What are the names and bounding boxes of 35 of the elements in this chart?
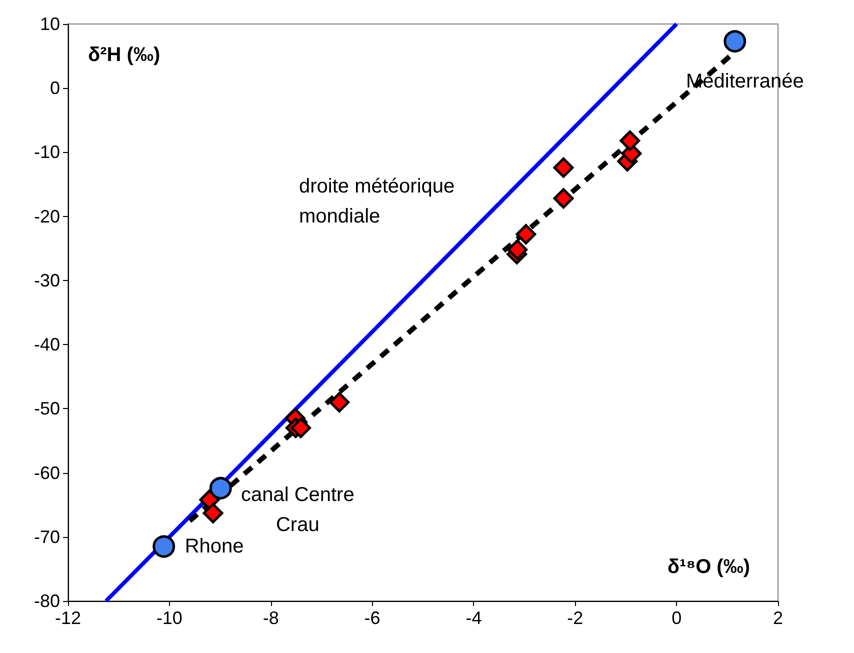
y-tick-label: -20 <box>34 206 60 226</box>
x-tick-label: -8 <box>262 608 279 628</box>
annotation: Rhone <box>184 536 244 558</box>
y-tick-label: -10 <box>34 142 60 162</box>
annotation: canal Centre Crau <box>240 484 354 536</box>
x-tick-label: -12 <box>54 608 82 628</box>
y-tick-label: -80 <box>34 591 60 611</box>
point <box>553 157 574 178</box>
point <box>329 392 350 413</box>
point <box>724 30 746 53</box>
annotation: Méditerranée <box>686 70 804 92</box>
y-tick-label: 0 <box>50 78 60 98</box>
x-tick-label: -4 <box>466 608 482 628</box>
x-tick-label: 0 <box>672 608 682 628</box>
y-tick-label: -40 <box>34 334 60 355</box>
point <box>553 188 574 209</box>
x-tick-label: -6 <box>364 608 380 628</box>
y-axis-title: δ²H (‰) <box>88 44 160 66</box>
point <box>152 535 176 558</box>
y-tick-label: -50 <box>34 398 60 419</box>
y-tick-label: -70 <box>34 526 60 547</box>
y-tick-label: 10 <box>40 14 60 34</box>
point <box>620 130 640 151</box>
point <box>209 476 232 500</box>
point <box>507 239 528 260</box>
x-tick-label: -2 <box>567 608 584 628</box>
y-tick-label: -30 <box>34 270 60 290</box>
annotation: droite météorique mondiale <box>299 176 455 228</box>
x-tick-label: -10 <box>156 608 182 628</box>
point <box>290 418 312 438</box>
point <box>516 224 536 245</box>
x-tick-label: 2 <box>772 608 784 628</box>
point <box>202 502 224 524</box>
x-axis-title: δ¹⁸O (‰) <box>667 556 750 578</box>
y-tick-label: -60 <box>34 462 60 483</box>
